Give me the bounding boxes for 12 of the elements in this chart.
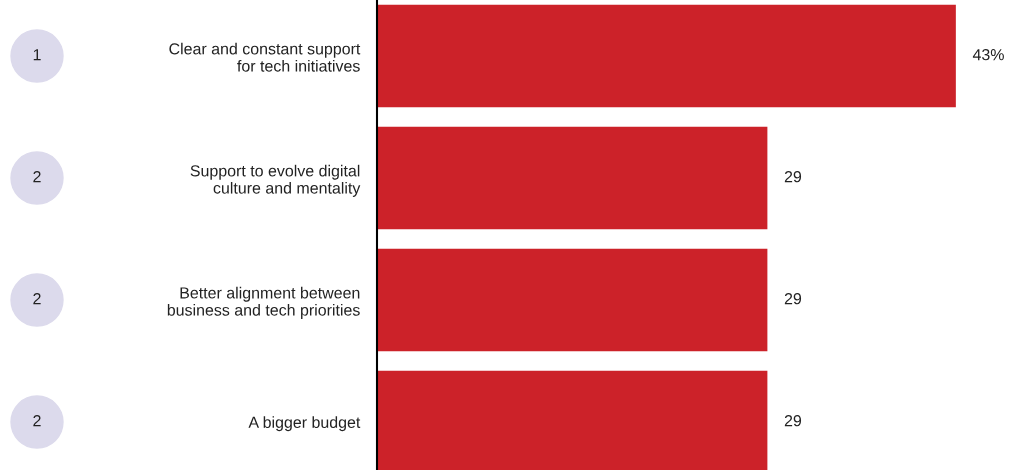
text: 2 [33,293,41,305]
data-label: 29 [784,415,802,427]
y-tick-label: A bigger budget [248,416,361,432]
y-tick-label: Support to evolve digital culture and mentality [190,164,361,197]
y-tick-label: Clear and constant support for tech initiatives [169,42,361,72]
data-label: 43% [972,48,1004,61]
text: 2 [33,415,41,427]
text: 1 [33,49,41,61]
data-label: 29 [784,293,802,305]
text: 2 [33,171,41,183]
data-label: 29 [784,171,802,183]
y-tick-label: Better alignment between business and tech priorities [167,286,360,319]
